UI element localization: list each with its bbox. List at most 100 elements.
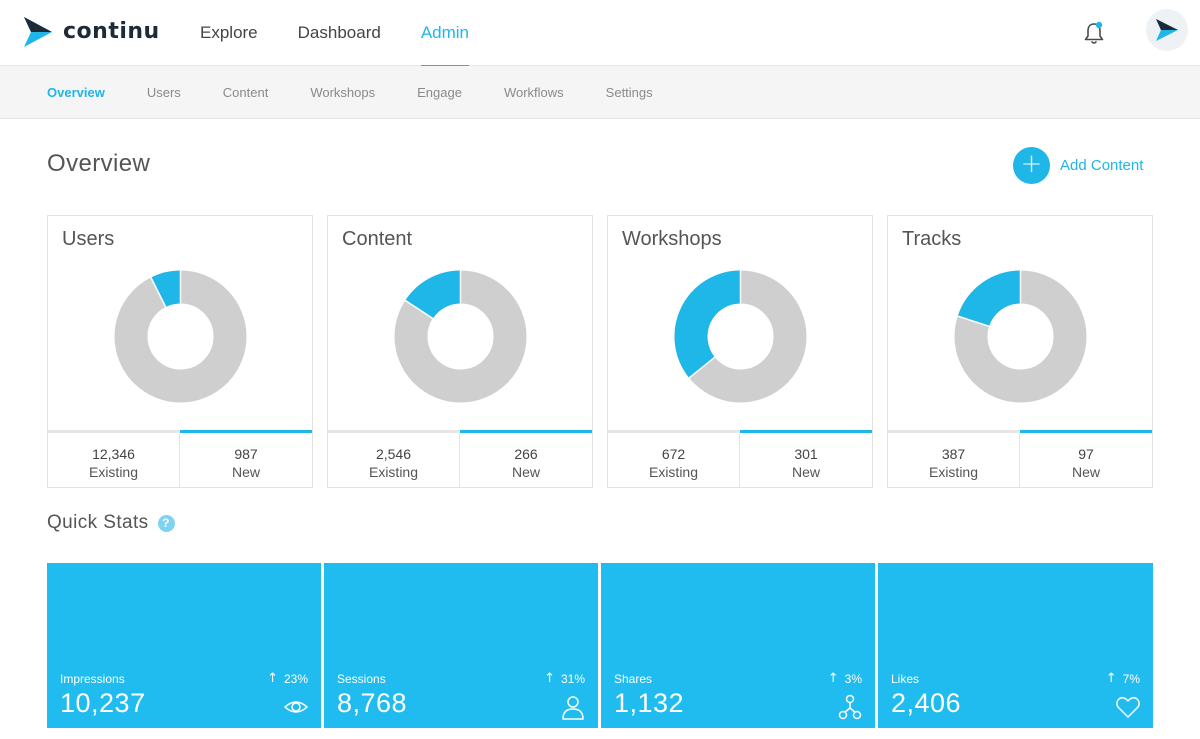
arrow-up-icon: ↑ (827, 671, 839, 686)
card-title: Users (62, 228, 115, 250)
donut-chart (114, 270, 247, 403)
subnav-workshops[interactable]: Workshops (310, 85, 376, 100)
card-title: Workshops (622, 228, 722, 250)
arrow-up-icon: ↑ (1105, 671, 1117, 686)
donut-separator (957, 315, 990, 328)
stat-existing-value: 12,346 (92, 446, 135, 462)
avatar[interactable] (1146, 9, 1188, 51)
tile-value: 2,406 (891, 688, 962, 718)
nav-dashboard[interactable]: Dashboard (297, 23, 381, 42)
donut-separator (150, 277, 167, 308)
overview-cards: Users 12,346 Existing 987 New Content 2,… (47, 215, 1153, 488)
tile-trend-value: 31% (560, 671, 585, 686)
stat-new-value: 97 (1078, 446, 1094, 462)
stat-new-label: New (231, 464, 260, 480)
tile-shares[interactable]: Shares 1,132 ↑ 3% (601, 563, 875, 728)
stat-new-label: New (791, 464, 820, 480)
add-content-button[interactable]: + Add Content (1013, 147, 1143, 184)
tile-value: 1,132 (614, 688, 685, 718)
quick-stats-title: Quick Stats (47, 512, 149, 533)
arrow-up-icon: ↑ (267, 671, 278, 686)
donut-chart (954, 270, 1087, 403)
stat-existing-label: Existing (928, 464, 979, 480)
user-icon (562, 696, 584, 720)
eye-icon (283, 701, 309, 713)
subnav-engage[interactable]: Engage (417, 85, 462, 100)
stat-new: 301 New (740, 430, 872, 488)
card-content[interactable]: Content 2,546 Existing 266 New (327, 215, 593, 488)
quick-stats-tiles: Impressions 10,237 ↑ 23% Sessions 8,768 … (47, 563, 1153, 728)
top-header: continu Explore Dashboard Admin (0, 0, 1200, 67)
tile-trend: ↑ 31% (544, 671, 585, 686)
card-tracks[interactable]: Tracks 387 Existing 97 New (887, 215, 1153, 488)
add-content-label: Add Content (1060, 157, 1144, 174)
page-title: Overview (47, 150, 151, 177)
stat-new: 97 New (1020, 430, 1152, 488)
subnav-content[interactable]: Content (222, 85, 269, 100)
donut-separator (404, 299, 434, 320)
tile-trend-value: 7% (1122, 671, 1140, 686)
subnav-overview[interactable]: Overview (47, 85, 105, 100)
tile-likes[interactable]: Likes 2,406 ↑ 7% (878, 563, 1153, 728)
tile-value: 8,768 (337, 688, 408, 718)
stat-existing-label: Existing (88, 464, 139, 480)
stat-existing: 387 Existing (888, 430, 1020, 488)
tile-label: Impressions (60, 672, 125, 686)
subnav-workflows[interactable]: Workflows (503, 85, 564, 100)
card-footer: 672 Existing 301 New (608, 430, 872, 488)
card-footer: 387 Existing 97 New (888, 430, 1152, 488)
stat-existing: 12,346 Existing (48, 430, 180, 488)
donut-separator (688, 356, 716, 379)
tile-label: Sessions (337, 672, 386, 686)
nav-explore[interactable]: Explore (200, 23, 258, 42)
tile-trend-value: 23% (283, 671, 308, 686)
stat-new: 266 New (460, 430, 592, 488)
brand-logo[interactable]: continu (24, 17, 159, 47)
stat-existing-label: Existing (648, 464, 699, 480)
nav-admin[interactable]: Admin (420, 0, 470, 67)
stat-existing-value: 2,546 (375, 446, 412, 462)
share-network-icon (838, 694, 862, 720)
arrow-up-icon: ↑ (544, 671, 555, 686)
quick-stats-heading: Quick Stats ? (47, 512, 175, 534)
stat-new-value: 266 (514, 446, 538, 462)
tile-sessions[interactable]: Sessions 8,768 ↑ 31% (324, 563, 598, 728)
tile-trend: ↑ 3% (828, 671, 862, 686)
tile-value: 10,237 (60, 688, 146, 718)
question-icon[interactable]: ? (157, 514, 175, 532)
tile-trend: ↑ 23% (267, 671, 308, 686)
tile-impressions[interactable]: Impressions 10,237 ↑ 23% (47, 563, 321, 728)
stat-existing-label: Existing (368, 464, 419, 480)
tile-trend: ↑ 7% (1106, 671, 1140, 686)
subnav-settings[interactable]: Settings (605, 85, 653, 100)
stat-existing: 2,546 Existing (328, 430, 460, 488)
donut-new-segment (957, 270, 1022, 328)
card-workshops[interactable]: Workshops 672 Existing 301 New (607, 215, 873, 488)
donut-chart (674, 270, 807, 403)
continu-logo-icon (1156, 19, 1178, 41)
stat-new-label: New (511, 464, 540, 480)
main-nav: Explore Dashboard Admin (200, 0, 509, 67)
card-users[interactable]: Users 12,346 Existing 987 New (47, 215, 313, 488)
brand-name: continu (63, 19, 160, 44)
plus-icon: + (1013, 147, 1050, 184)
stat-new: 987 New (180, 430, 312, 488)
bell-icon[interactable] (1082, 20, 1106, 46)
card-footer: 2,546 Existing 266 New (328, 430, 592, 488)
donut-chart (394, 270, 527, 403)
stat-new-label: New (1071, 464, 1100, 480)
card-footer: 12,346 Existing 987 New (48, 430, 312, 488)
donut-new-segment (150, 270, 182, 308)
stat-existing-value: 672 (661, 446, 686, 462)
continu-logo-icon (24, 17, 52, 47)
tile-label: Shares (614, 672, 653, 686)
tile-label: Likes (891, 672, 920, 686)
stat-existing: 672 Existing (608, 430, 740, 488)
stat-new-value: 987 (234, 446, 258, 462)
donut-new-segment (674, 270, 742, 378)
sub-nav: Overview Users Content Workshops Engage … (0, 66, 1200, 119)
subnav-users[interactable]: Users (146, 85, 181, 100)
card-title: Tracks (902, 228, 962, 250)
stat-new-value: 301 (794, 446, 818, 462)
heart-icon (1116, 696, 1140, 718)
